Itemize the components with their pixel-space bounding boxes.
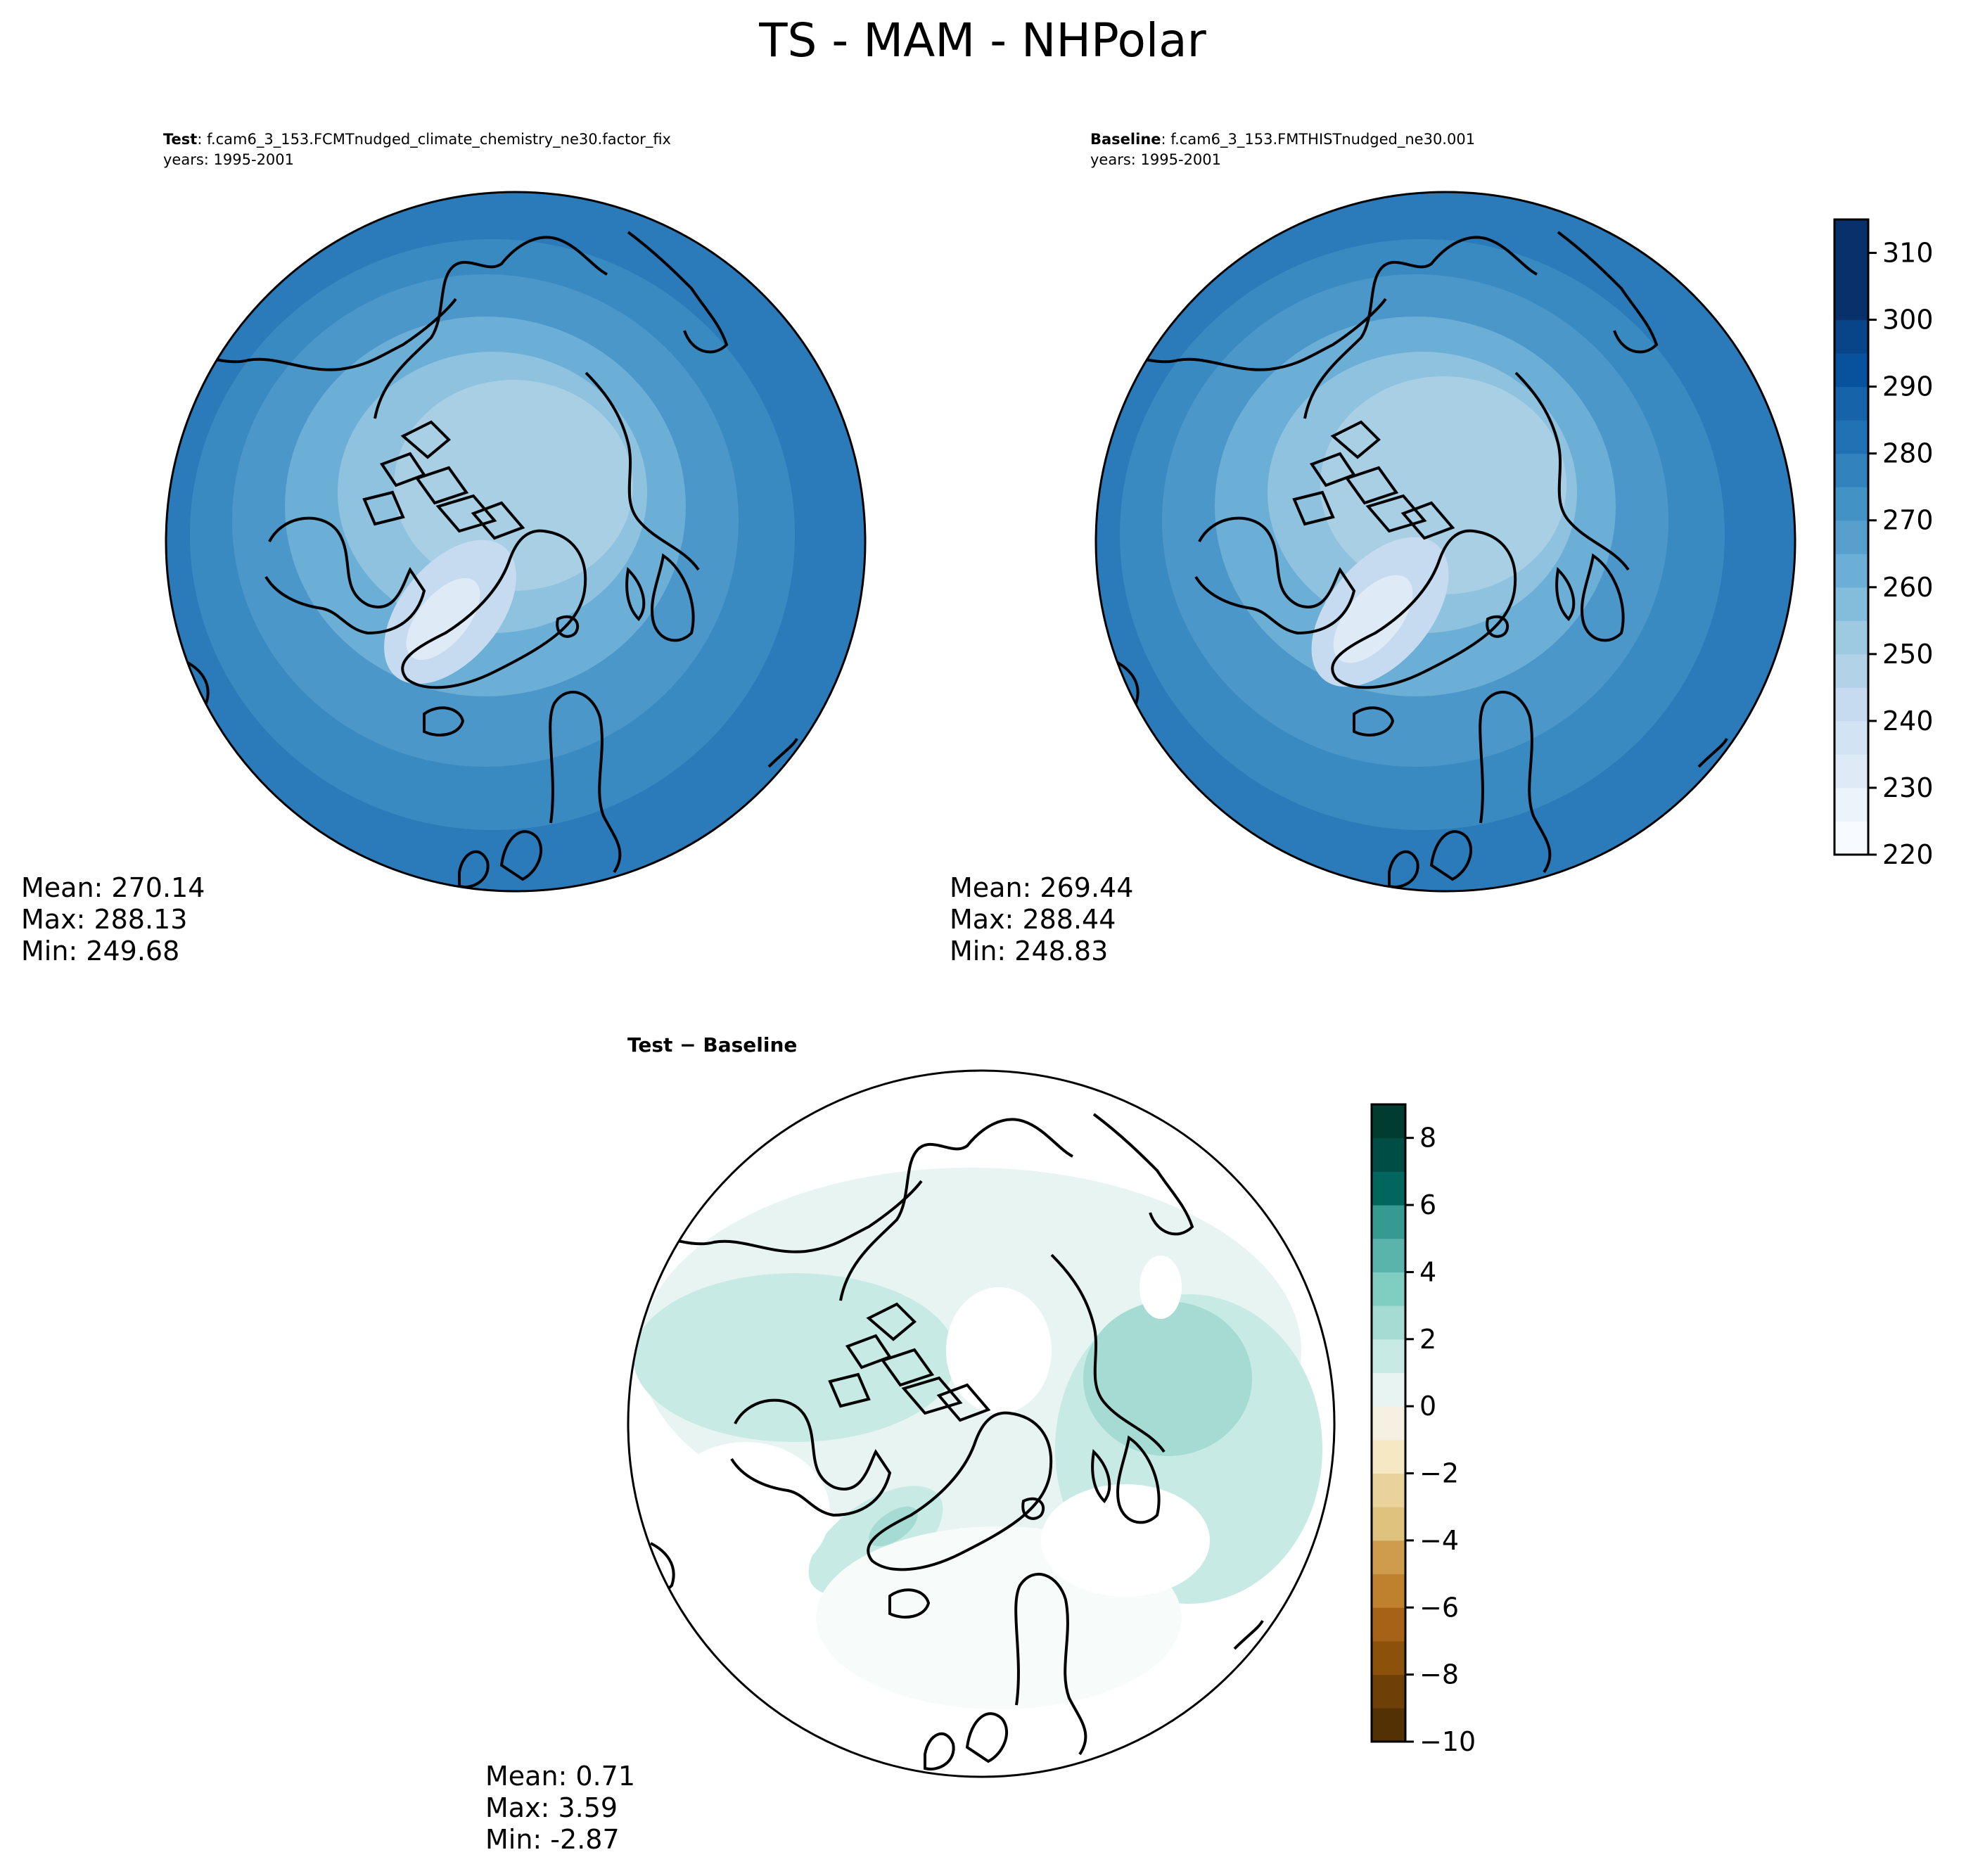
colorbar-difference-tick-label: 2 xyxy=(1419,1324,1436,1355)
colorbar-difference-tick-label: −6 xyxy=(1419,1592,1459,1623)
panel-baseline: Baseline: f.cam6_3_153.FMTHISTnudged_ne3… xyxy=(950,131,1796,966)
colorbar-absolute-segment xyxy=(1834,353,1868,388)
map-test xyxy=(166,192,865,891)
panel-baseline-stat-max: Max: 288.44 xyxy=(950,904,1116,935)
panel-test-label: Test: f.cam6_3_153.FCMTnudged_climate_ch… xyxy=(163,131,671,148)
colorbar-difference-segment xyxy=(1372,1708,1405,1742)
colorbar-difference-segment xyxy=(1372,1205,1405,1239)
colorbar-absolute-segment xyxy=(1834,487,1868,521)
colorbar-difference-segment xyxy=(1372,1339,1405,1373)
colorbar-absolute-segment xyxy=(1834,720,1868,755)
colorbar-difference-segment xyxy=(1372,1607,1405,1642)
colorbar-difference-segment xyxy=(1372,1104,1405,1139)
panel-test-stat-min: Min: 249.68 xyxy=(21,936,179,966)
colorbar-absolute-segment xyxy=(1834,253,1868,287)
colorbar-absolute-segment xyxy=(1834,587,1868,621)
panel-test-label-rest: : f.cam6_3_153.FCMTnudged_climate_chemis… xyxy=(197,131,671,148)
colorbar-difference-border xyxy=(1370,1103,1407,1743)
colorbar-absolute-segment xyxy=(1834,453,1868,487)
colorbar-absolute-segment xyxy=(1834,653,1868,688)
colorbar-absolute-tick-label: 300 xyxy=(1882,305,1934,336)
colorbar-difference-segment xyxy=(1372,1406,1405,1441)
panel-baseline-label: Baseline: f.cam6_3_153.FMTHISTnudged_ne3… xyxy=(1090,131,1475,148)
colorbar-absolute-segment xyxy=(1834,286,1868,321)
panel-diff-stat-mean: Mean: 0.71 xyxy=(485,1761,635,1792)
panel-diff-stat-min: Min: -2.87 xyxy=(485,1824,620,1855)
map-diff xyxy=(628,1071,1334,1777)
colorbar-absolute-segment xyxy=(1834,787,1868,822)
colorbar-difference-segment xyxy=(1372,1574,1405,1608)
colorbar-absolute-segment xyxy=(1834,520,1868,554)
colorbar-absolute-tick-label: 290 xyxy=(1882,371,1934,402)
panel-diff: Test − Baseline Mean: 0.71 Max: 3.59 Min… xyxy=(485,1033,1336,1855)
figure-title: TS - MAM - NHPolar xyxy=(758,13,1206,68)
map-test-border xyxy=(165,191,867,893)
colorbar-difference-tick-label: 0 xyxy=(1419,1391,1436,1422)
colorbar-absolute-segment xyxy=(1834,821,1868,855)
colorbar-absolute-border xyxy=(1833,218,1870,856)
colorbar-difference-segment xyxy=(1372,1439,1405,1474)
colorbar-difference-tick-label: 6 xyxy=(1419,1189,1436,1220)
colorbar-absolute-segment xyxy=(1834,554,1868,588)
colorbar-absolute-segment xyxy=(1834,754,1868,789)
colorbar-difference-segment xyxy=(1372,1507,1405,1541)
colorbar-difference-segment xyxy=(1372,1473,1405,1507)
colorbar-difference-segment xyxy=(1372,1238,1405,1272)
colorbar-absolute-tick-label: 260 xyxy=(1882,572,1934,603)
colorbar-absolute-tick-label: 240 xyxy=(1882,706,1934,736)
panel-test-stat-mean: Mean: 270.14 xyxy=(21,872,205,903)
colorbar-absolute-segment xyxy=(1834,420,1868,454)
colorbar-difference-segment xyxy=(1372,1272,1405,1306)
colorbar-difference-segment xyxy=(1372,1640,1405,1676)
colorbar-absolute-segment xyxy=(1834,386,1868,421)
panel-diff-stat-max: Max: 3.59 xyxy=(485,1792,618,1823)
colorbar-absolute-segment xyxy=(1834,319,1868,354)
colorbar-absolute-tick-label: 220 xyxy=(1882,839,1934,870)
colorbar-difference-segment xyxy=(1372,1137,1405,1172)
map-baseline xyxy=(1096,192,1795,891)
panel-test-years: years: 1995-2001 xyxy=(163,151,294,168)
colorbar-difference-tick-label: −4 xyxy=(1419,1525,1459,1556)
panel-diff-label: Test − Baseline xyxy=(627,1033,797,1057)
colorbar-difference-segment xyxy=(1372,1674,1405,1709)
panel-baseline-years: years: 1995-2001 xyxy=(1090,151,1221,168)
map-baseline-border xyxy=(1094,191,1796,893)
colorbar-absolute-segment xyxy=(1834,219,1868,254)
panel-test: Test: f.cam6_3_153.FCMTnudged_climate_ch… xyxy=(21,131,867,966)
colorbar-difference-tick-label: 4 xyxy=(1419,1256,1436,1287)
colorbar-difference-segment xyxy=(1372,1306,1405,1340)
colorbar-absolute-segment xyxy=(1834,620,1868,655)
colorbar-difference-segment xyxy=(1372,1540,1405,1575)
panel-baseline-stat-mean: Mean: 269.44 xyxy=(950,872,1133,903)
colorbar-difference: 8 6 4 2 0 −2 −4 −6 −8 −10 xyxy=(1370,1103,1476,1757)
colorbar-absolute-tick-label: 280 xyxy=(1882,438,1934,469)
map-diff-border xyxy=(627,1069,1336,1778)
panel-test-stat-max: Max: 288.13 xyxy=(21,904,187,935)
panel-test-label-bold: Test xyxy=(163,131,197,148)
colorbar-absolute-tick-label: 310 xyxy=(1882,238,1934,269)
colorbar-absolute: 310 300 290 280 270 260 250 240 230 220 xyxy=(1833,218,1934,870)
panel-baseline-stat-min: Min: 248.83 xyxy=(950,936,1108,966)
panel-baseline-label-bold: Baseline xyxy=(1090,131,1161,148)
colorbar-difference-tick-label: −2 xyxy=(1419,1458,1459,1489)
colorbar-absolute-segment xyxy=(1834,687,1868,722)
panel-baseline-label-rest: : f.cam6_3_153.FMTHISTnudged_ne30.001 xyxy=(1161,131,1476,148)
colorbar-absolute-tick-label: 250 xyxy=(1882,639,1934,670)
colorbar-difference-tick-label: −10 xyxy=(1419,1726,1476,1757)
colorbar-difference-segment xyxy=(1372,1372,1405,1407)
colorbar-difference-tick-label: 8 xyxy=(1419,1123,1436,1154)
colorbar-difference-segment xyxy=(1372,1171,1405,1206)
colorbar-absolute-tick-label: 270 xyxy=(1882,505,1934,536)
colorbar-difference-tick-label: −8 xyxy=(1419,1659,1459,1690)
colorbar-absolute-tick-label: 230 xyxy=(1882,772,1934,803)
